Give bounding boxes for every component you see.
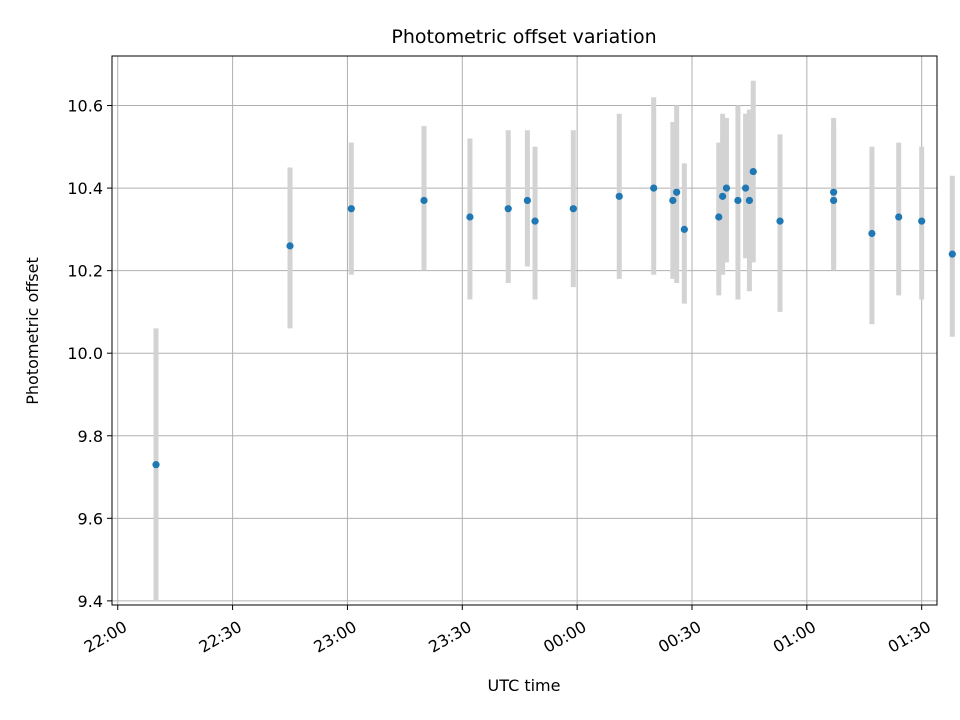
y-axis: 9.4 9.6 9.8 10.0 10.2 10.4 10.6: [67, 97, 112, 611]
plot-frame: [111, 55, 938, 606]
data-point: [420, 196, 428, 205]
data-point: [918, 217, 926, 225]
data-point: [895, 213, 903, 221]
y-tick-label: 10.2: [67, 262, 103, 281]
grid: [112, 56, 937, 605]
y-axis-label: Photometric offset: [23, 257, 42, 405]
y-tick-label: 9.6: [78, 509, 103, 528]
y-tick-label: 10.0: [67, 344, 103, 363]
data-point: [673, 188, 681, 196]
data-point: [669, 196, 677, 205]
data-point: [569, 205, 577, 213]
data-point: [745, 196, 754, 205]
data-point: [830, 188, 838, 196]
x-axis-label: UTC time: [488, 676, 561, 695]
data-point: [948, 250, 956, 258]
data-point: [523, 196, 531, 205]
data-point: [466, 213, 474, 221]
data-point: [347, 205, 355, 213]
data-point: [531, 217, 539, 225]
data-point: [615, 192, 623, 200]
data-point: [734, 196, 742, 205]
data-point: [152, 461, 160, 469]
y-tick-label: 9.4: [78, 592, 103, 611]
data-point: [741, 184, 750, 192]
y-tick-label: 10.6: [67, 97, 103, 116]
data-point: [830, 196, 838, 205]
data-point: [715, 213, 723, 221]
data-point: [749, 167, 757, 176]
data-point: [776, 217, 784, 225]
data-point: [504, 205, 512, 213]
data-points: [152, 167, 956, 469]
y-tick-label: 10.4: [67, 179, 103, 198]
data-point: [719, 192, 727, 200]
data-point: [680, 225, 688, 233]
chart-title: Photometric offset variation: [391, 26, 656, 48]
data-point: [650, 184, 658, 192]
y-tick-label: 9.8: [78, 427, 103, 446]
data-point: [868, 229, 876, 238]
data-point: [722, 184, 731, 192]
data-point: [286, 242, 294, 250]
